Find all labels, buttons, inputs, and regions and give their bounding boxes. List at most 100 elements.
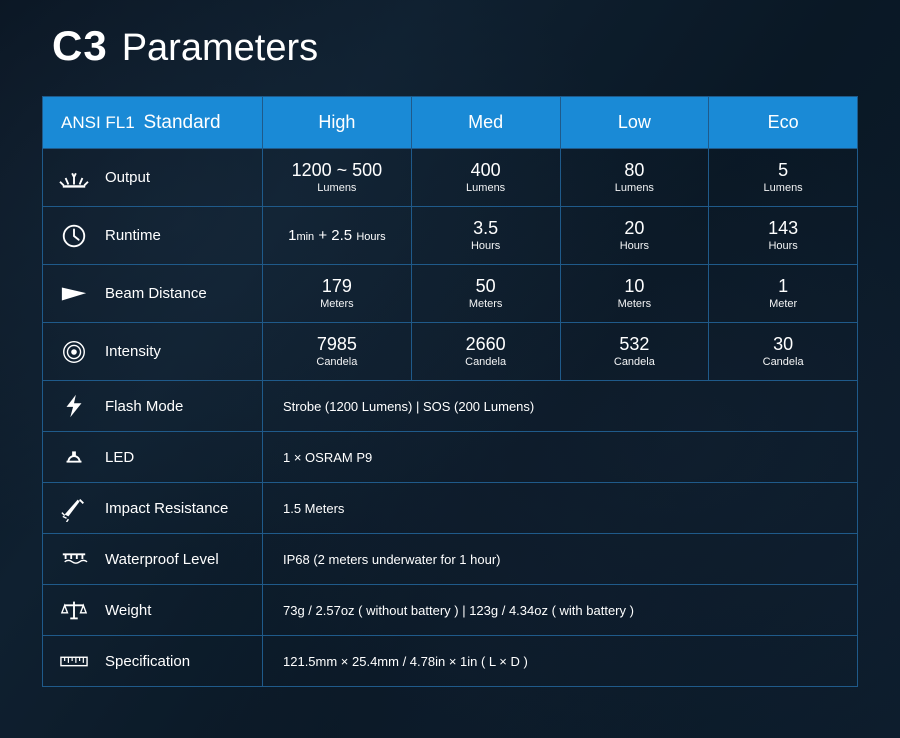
value: 1200 ~ 500 bbox=[292, 161, 383, 181]
value: 400 bbox=[471, 161, 501, 181]
value-cell: 10Meters bbox=[560, 265, 709, 323]
value-unit: Lumens bbox=[615, 182, 654, 194]
led-icon bbox=[57, 442, 91, 472]
value-cell: 50Meters bbox=[411, 265, 560, 323]
value-cell: Strobe (1200 Lumens) | SOS (200 Lumens) bbox=[263, 381, 858, 432]
flash-icon bbox=[57, 391, 91, 421]
value-cell: 1.5 Meters bbox=[263, 483, 858, 534]
value-unit: Hours bbox=[768, 240, 797, 252]
page-title: C3 Parameters bbox=[52, 22, 858, 70]
row-label-cell: Specification bbox=[43, 636, 263, 687]
value-unit: Lumens bbox=[466, 182, 505, 194]
value: 2660 bbox=[466, 335, 506, 355]
header-med: Med bbox=[411, 97, 560, 149]
header-eco: Eco bbox=[709, 97, 858, 149]
table-row: Runtime1min + 2.5 Hours3.5Hours20Hours14… bbox=[43, 207, 858, 265]
value: 532 bbox=[619, 335, 649, 355]
value: 3.5 bbox=[473, 219, 498, 239]
row-label-cell: Beam Distance bbox=[43, 265, 263, 323]
value-unit: Lumens bbox=[764, 182, 803, 194]
value: 143 bbox=[768, 219, 798, 239]
row-label: Specification bbox=[105, 653, 190, 670]
table-row: Waterproof Level IP68 (2 meters underwate… bbox=[43, 534, 858, 585]
row-label-cell: Runtime bbox=[43, 207, 263, 265]
table-row: Specification 121.5mm × 25.4mm / 4.78in ×… bbox=[43, 636, 858, 687]
value-cell: 1Meter bbox=[709, 265, 858, 323]
row-label-cell: Impact Resistance bbox=[43, 483, 263, 534]
row-label-cell: Waterproof Level bbox=[43, 534, 263, 585]
value-cell: 7985Candela bbox=[263, 323, 412, 381]
value: 5 bbox=[778, 161, 788, 181]
model-name: C3 bbox=[52, 22, 108, 70]
intensity-icon bbox=[57, 337, 91, 367]
value-cell: 2660Candela bbox=[411, 323, 560, 381]
row-label: Output bbox=[105, 169, 150, 186]
table-row: Beam Distance179Meters50Meters10Meters1M… bbox=[43, 265, 858, 323]
value-unit: Meters bbox=[469, 298, 503, 310]
value-unit: Lumens bbox=[317, 182, 356, 194]
value-unit: Hours bbox=[471, 240, 500, 252]
row-label-cell: Flash Mode bbox=[43, 381, 263, 432]
row-label: Waterproof Level bbox=[105, 551, 219, 568]
value-cell: 73g / 2.57oz ( without battery ) | 123g … bbox=[263, 585, 858, 636]
parameters-table: ANSI FL1 Standard High Med Low Eco Outpu… bbox=[42, 96, 858, 687]
value-cell: 400Lumens bbox=[411, 149, 560, 207]
parameters-page: C3 Parameters ANSI FL1 Standard High Med… bbox=[0, 0, 900, 687]
value: 7985 bbox=[317, 335, 357, 355]
row-label-cell: Output bbox=[43, 149, 263, 207]
spec-icon bbox=[57, 646, 91, 676]
value: 30 bbox=[773, 335, 793, 355]
value: IP68 (2 meters underwater for 1 hour) bbox=[283, 552, 501, 567]
row-label-cell: LED bbox=[43, 432, 263, 483]
value-cell: 532Candela bbox=[560, 323, 709, 381]
runtime-icon bbox=[57, 221, 91, 251]
table-row: Impact Resistance 1.5 Meters bbox=[43, 483, 858, 534]
waterproof-icon bbox=[57, 544, 91, 574]
table-row: Weight 73g / 2.57oz ( without battery ) |… bbox=[43, 585, 858, 636]
impact-icon bbox=[57, 493, 91, 523]
value-unit: Candela bbox=[465, 356, 506, 368]
value-unit: Meters bbox=[320, 298, 354, 310]
row-label-cell: Weight bbox=[43, 585, 263, 636]
value: 20 bbox=[624, 219, 644, 239]
value: 50 bbox=[476, 277, 496, 297]
value-unit: Candela bbox=[763, 356, 804, 368]
value-unit: Candela bbox=[614, 356, 655, 368]
value: 73g / 2.57oz ( without battery ) | 123g … bbox=[283, 603, 634, 618]
output-icon bbox=[57, 163, 91, 193]
table-row: Flash Mode Strobe (1200 Lumens) | SOS (20… bbox=[43, 381, 858, 432]
value-unit: Meters bbox=[618, 298, 652, 310]
beam-icon bbox=[57, 279, 91, 309]
row-label: Impact Resistance bbox=[105, 500, 228, 517]
value-cell: 179Meters bbox=[263, 265, 412, 323]
table-row: LED 1 × OSRAM P9 bbox=[43, 432, 858, 483]
value-cell: IP68 (2 meters underwater for 1 hour) bbox=[263, 534, 858, 585]
value-cell: 1200 ~ 500Lumens bbox=[263, 149, 412, 207]
value: 1.5 Meters bbox=[283, 501, 344, 516]
value-cell: 121.5mm × 25.4mm / 4.78in × 1in ( L × D … bbox=[263, 636, 858, 687]
value-cell: 80Lumens bbox=[560, 149, 709, 207]
row-label: Weight bbox=[105, 602, 151, 619]
value-unit: Candela bbox=[316, 356, 357, 368]
value-cell: 20Hours bbox=[560, 207, 709, 265]
header-high: High bbox=[263, 97, 412, 149]
header-low: Low bbox=[560, 97, 709, 149]
value: 1 × OSRAM P9 bbox=[283, 450, 372, 465]
value-unit: Hours bbox=[620, 240, 649, 252]
value-cell: 5Lumens bbox=[709, 149, 858, 207]
weight-icon bbox=[57, 595, 91, 625]
title-word: Parameters bbox=[122, 27, 318, 70]
row-label: Runtime bbox=[105, 227, 161, 244]
value-cell: 143Hours bbox=[709, 207, 858, 265]
value: Strobe (1200 Lumens) | SOS (200 Lumens) bbox=[283, 399, 534, 414]
value: 179 bbox=[322, 277, 352, 297]
value-cell: 30Candela bbox=[709, 323, 858, 381]
value-cell: 1min + 2.5 Hours bbox=[263, 207, 412, 265]
table-row: Output1200 ~ 500Lumens400Lumens80Lumens5… bbox=[43, 149, 858, 207]
value-cell: 1 × OSRAM P9 bbox=[263, 432, 858, 483]
row-label: LED bbox=[105, 449, 134, 466]
value: 121.5mm × 25.4mm / 4.78in × 1in ( L × D … bbox=[283, 654, 528, 669]
value-unit: Meter bbox=[769, 298, 797, 310]
value: 1 bbox=[778, 277, 788, 297]
value: 80 bbox=[624, 161, 644, 181]
